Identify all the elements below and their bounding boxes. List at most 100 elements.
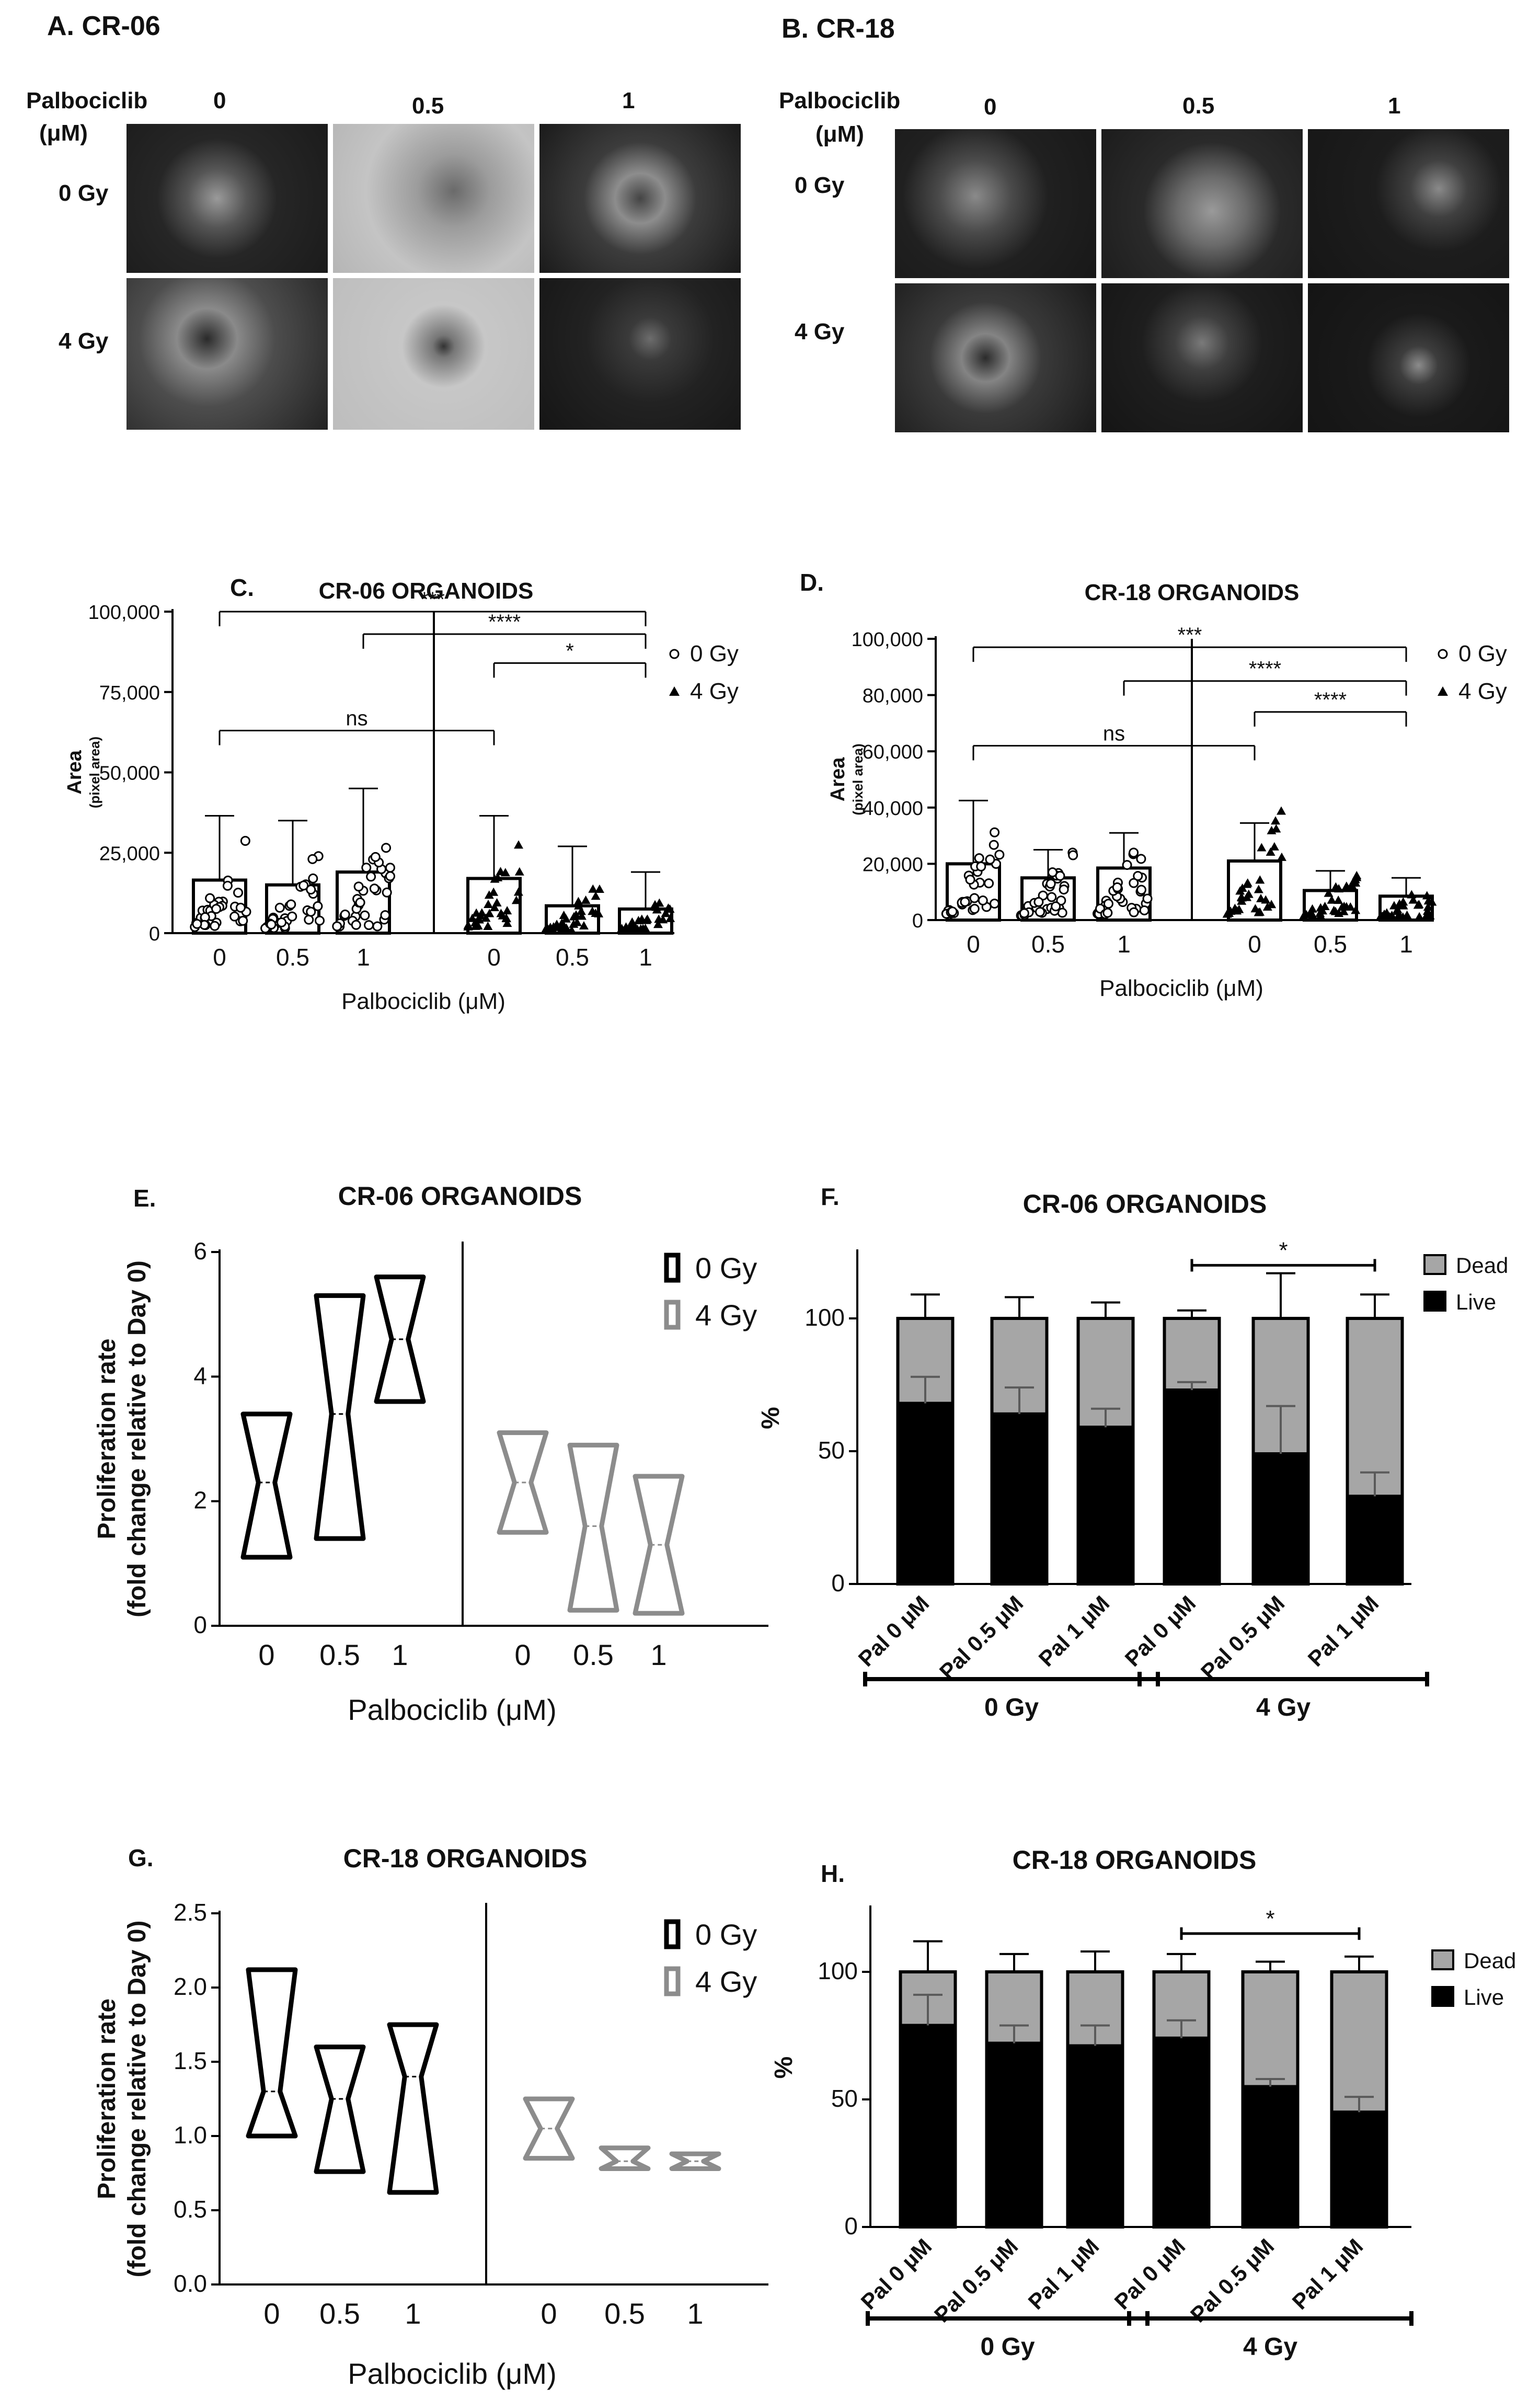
chart-C-ylabel-sub: (pixel area)	[87, 737, 102, 808]
chart-E-ytick-label: 0	[193, 1611, 207, 1638]
micrograph-b-0gy-0um	[894, 128, 1097, 279]
chart-D-data-point	[990, 899, 1000, 909]
chart-D-data-point	[1051, 901, 1061, 912]
chart-F-ylabel: %	[757, 1407, 785, 1429]
chart-C-sig-label: *	[566, 639, 574, 662]
chart-E-ytick-label: 2	[193, 1487, 207, 1514]
chart-D-data-point	[1352, 872, 1362, 881]
chart-C-data-point	[235, 902, 246, 913]
chart-F-legend-label: Dead	[1456, 1253, 1508, 1278]
chart-C-data-point	[240, 835, 250, 846]
chart-C-data-point	[651, 902, 661, 911]
chart-D-data-point	[989, 840, 999, 850]
chart-C-xtick-label: 0.5	[276, 944, 309, 971]
chart-D-data-point	[947, 906, 958, 917]
micrograph-a-4gy-1um	[538, 277, 742, 431]
chart-D-ytick-label: 0	[912, 910, 923, 932]
panel-b-drug-unit: (μM)	[815, 121, 864, 147]
chart-D-data-point	[1422, 891, 1432, 900]
chart-D-data-point	[1271, 824, 1281, 833]
chart-D-ylabel-sub: (pixel area)	[850, 743, 866, 815]
chart-E-legend-label: 4 Gy	[695, 1299, 757, 1331]
chart-C-xtick-label: 0	[213, 944, 226, 971]
chart-C-data-point	[514, 840, 524, 849]
chart-D-xtick-label: 0.5	[1314, 931, 1347, 958]
chart-H-title: CR-18 ORGANOIDS	[1013, 1845, 1257, 1875]
chart-C-data-point	[617, 924, 627, 933]
chart-C-data-point	[569, 912, 579, 921]
chart-C-data-point	[372, 921, 383, 932]
chart-D-data-point	[1129, 847, 1139, 858]
chart-D-data-point	[1122, 860, 1132, 870]
chart-C-data-point	[306, 885, 316, 895]
chart-F-bar-live	[1346, 1495, 1404, 1586]
panel-b-conc-05: 0.5	[1182, 93, 1215, 119]
chart-D-data-point	[990, 827, 1000, 837]
chart-D-legend-marker	[1438, 686, 1448, 696]
chart-C-xtick-label: 0	[487, 944, 501, 971]
chart-F-xtick-label: Pal 0 μM	[1120, 1591, 1201, 1671]
chart-C-data-point	[629, 921, 639, 930]
chart-F-bar-dead	[1163, 1317, 1221, 1392]
chart-D-xtick-label: 0.5	[1031, 931, 1065, 958]
chart-H-bar-dead	[1330, 1970, 1388, 2114]
chart-H-ytick-label: 0	[844, 2212, 858, 2240]
chart-D-sig-label: ****	[1314, 688, 1347, 711]
chart-H-bar-live	[985, 2041, 1043, 2229]
chart-D-data-point	[1139, 905, 1150, 915]
micrograph-a-4gy-0um	[125, 277, 329, 431]
chart-G-ytick-label: 1.5	[174, 2047, 207, 2074]
chart-D-data-point	[960, 897, 970, 907]
chart-C-data-point	[484, 899, 493, 908]
chart-H-xtick-label: Pal 1 μM	[1024, 2234, 1104, 2314]
chart-E-legend-swatch	[664, 1253, 681, 1283]
chart-D-data-point	[969, 903, 980, 914]
chart-D-data-point	[1059, 885, 1069, 895]
chart-D-data-point	[1316, 911, 1326, 920]
chart-G-xtick-label: 0.5	[604, 2297, 645, 2330]
chart-C-data-point	[576, 906, 586, 915]
chart-E-ytick-label: 6	[193, 1237, 207, 1265]
chart-C-data-point	[513, 887, 523, 896]
chart-G-ytick-label: 0.5	[174, 2196, 207, 2223]
chart-D-data-point	[1341, 902, 1351, 911]
chart-C-data-point	[577, 911, 587, 920]
chart-C-data-point	[653, 920, 663, 928]
chart-C-data-point	[470, 917, 480, 926]
chart-C-data-point	[332, 921, 342, 932]
panel-b-conc-1: 1	[1388, 93, 1401, 119]
chart-H-group-label: 4 Gy	[1243, 2333, 1297, 2361]
micrograph-b-4gy-05um	[1100, 282, 1304, 433]
chart-D-data-point	[1324, 888, 1334, 897]
chart-C-ytick-label: 75,000	[99, 682, 160, 704]
chart-D-data-point	[1232, 906, 1242, 915]
chart-C-data-point	[238, 915, 248, 926]
chart-E-ylabel2: (fold change relative to Day 0)	[123, 1260, 151, 1617]
chart-E-violin	[314, 1293, 366, 1541]
chart-H-legend-swatch	[1431, 1949, 1454, 1970]
panel-a-drug-label: Palbociclib	[26, 88, 148, 113]
chart-G-ytick-label: 1.0	[174, 2121, 207, 2149]
chart-C-data-point	[489, 887, 499, 896]
chart-C-data-point	[286, 899, 296, 910]
chart-C-data-point	[308, 873, 318, 883]
chart-C-data-point	[382, 887, 392, 898]
chart-C-data-point	[588, 906, 597, 915]
chart-D-data-point	[1047, 892, 1057, 902]
chart-E-xtick-label: 1	[650, 1638, 666, 1671]
chart-C-title: CR-06 ORGANOIDS	[319, 578, 534, 604]
chart-F-xtick-label: Pal 0.5 μM	[935, 1591, 1028, 1684]
chart-C-data-point	[277, 917, 287, 927]
chart-D-legend-label: 0 Gy	[1458, 641, 1507, 667]
chart-H-xtick-label: Pal 0.5 μM	[1186, 2234, 1279, 2327]
chart-D-data-point	[1133, 871, 1143, 881]
chart-F-legend-label: Live	[1456, 1290, 1496, 1314]
chart-C-data-point	[369, 883, 380, 894]
chart-E-violin	[567, 1442, 619, 1613]
chart-C-data-point	[502, 906, 512, 915]
chart-D-data-point	[1379, 910, 1389, 918]
chart-C-data-point	[514, 867, 524, 876]
chart-C-panel-label: C.	[230, 574, 254, 601]
chart-H-xtick-label: Pal 0 μM	[1110, 2234, 1190, 2314]
chart-C-data-point	[340, 909, 350, 920]
